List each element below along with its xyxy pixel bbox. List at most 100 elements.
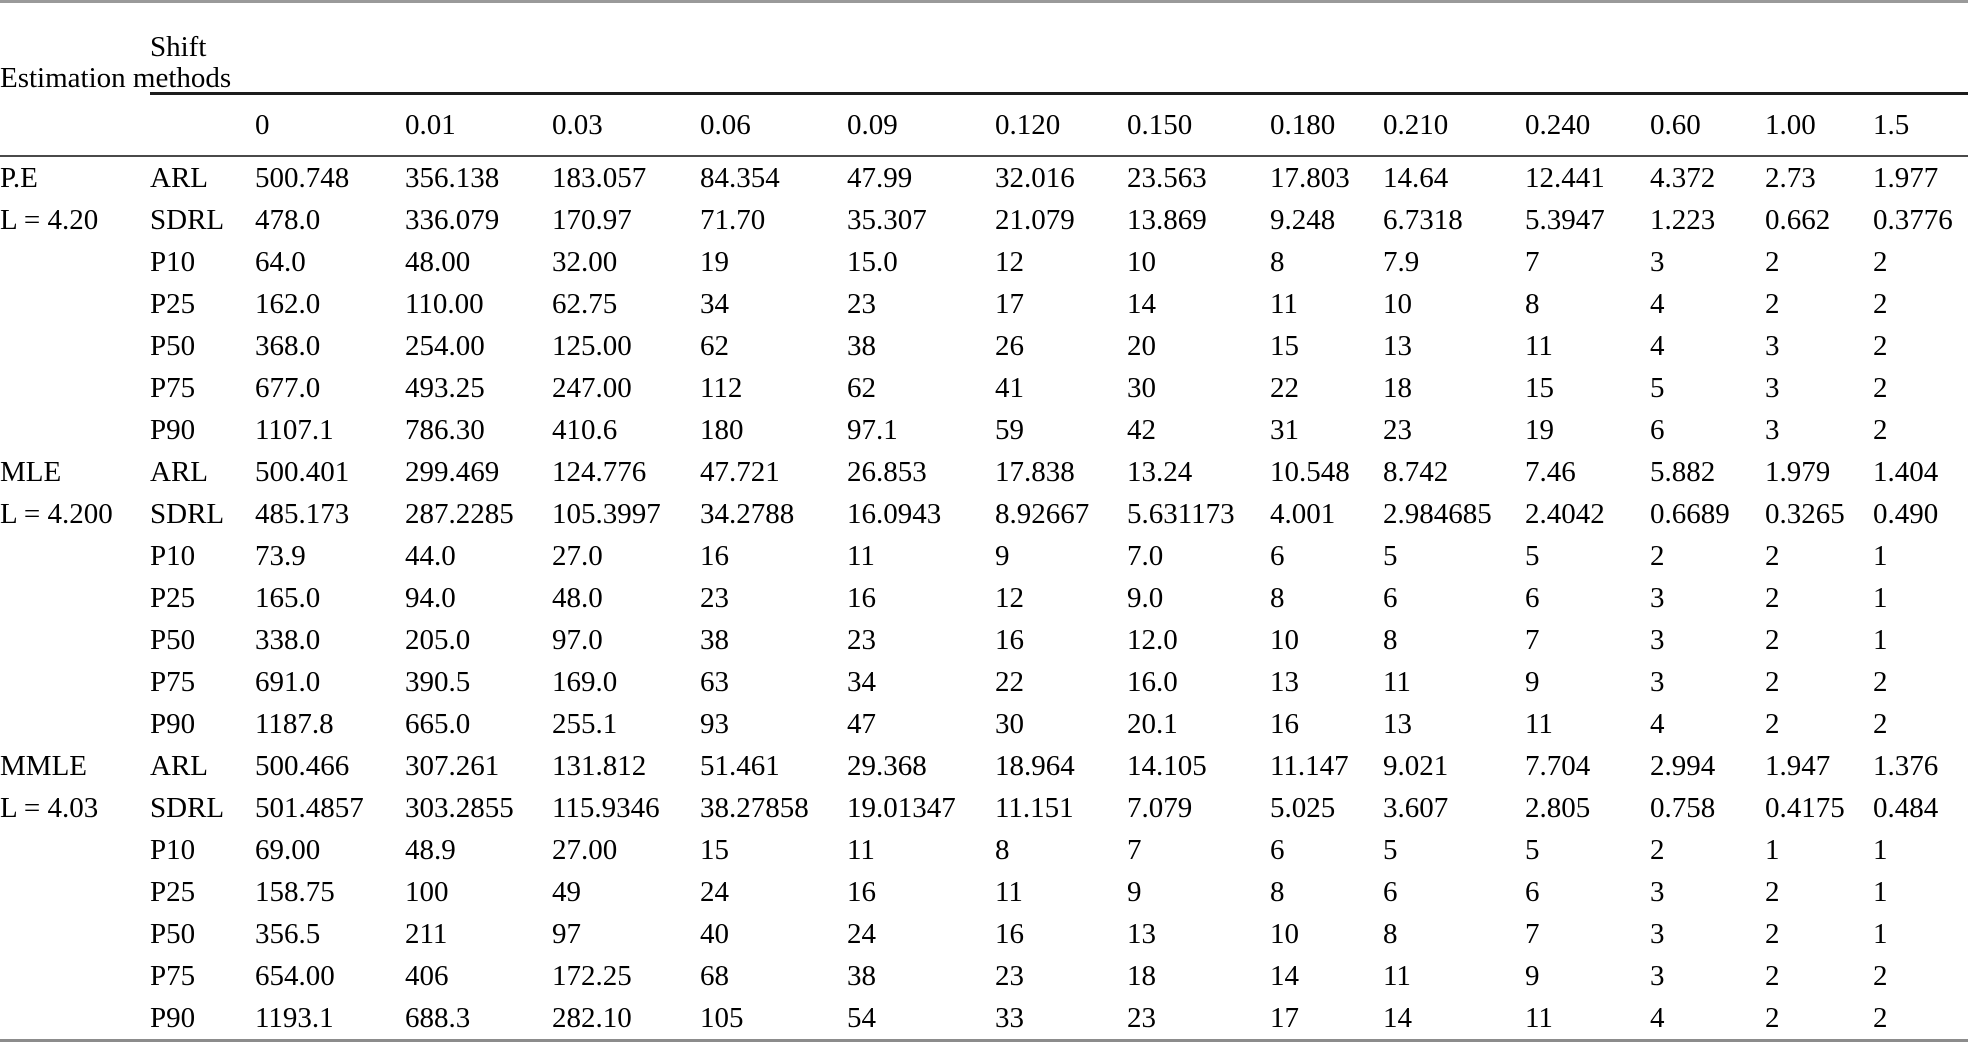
value-cell: 4.001 — [1270, 497, 1336, 530]
value-cell: 23 — [847, 623, 876, 656]
value-cell: 11 — [847, 539, 875, 572]
value-cell: 7.079 — [1127, 791, 1193, 824]
value-cell: 691.0 — [255, 665, 321, 698]
value-cell: 26 — [995, 329, 1024, 362]
value-cell: 2 — [1765, 1001, 1780, 1034]
value-cell: 23 — [847, 287, 876, 320]
value-cell: 40 — [700, 917, 729, 950]
value-cell: 307.261 — [405, 749, 500, 782]
table-row: P10 64.0 48.00 32.00 19 15.0 12 10 8 7.9 7 3 2 2 — [0, 241, 1968, 283]
value-cell: 5 — [1383, 833, 1398, 866]
corner-header: Estimation methods — [0, 1, 231, 157]
value-cell: 2 — [1873, 287, 1888, 320]
value-cell: 1.223 — [1650, 203, 1716, 236]
value-cell: 2 — [1873, 245, 1888, 278]
value-cell: 282.10 — [552, 1001, 632, 1034]
stat-label: ARL — [150, 161, 208, 194]
value-cell: 38 — [847, 329, 876, 362]
control-limit-label: L = 4.20 — [0, 203, 99, 236]
value-cell: 33 — [995, 1001, 1024, 1034]
value-cell: 2.73 — [1765, 161, 1816, 194]
value-cell: 5 — [1525, 539, 1540, 572]
value-cell: 11 — [1383, 665, 1411, 698]
value-cell: 13 — [1127, 917, 1156, 950]
table-row: P90 1107.1 786.30 410.6 180 97.1 59 42 31 23 19 6 3 2 — [0, 409, 1968, 451]
value-cell: 62 — [847, 371, 876, 404]
group-spacer-cell — [0, 703, 150, 745]
table-row: P25 162.0 110.00 62.75 34 23 17 14 11 10 8 4 2 2 — [0, 283, 1968, 325]
value-cell: 48.00 — [405, 245, 471, 278]
value-cell: 2 — [1765, 623, 1780, 656]
value-cell: 485.173 — [255, 497, 350, 530]
value-cell: 7 — [1127, 833, 1142, 866]
value-cell: 2 — [1765, 959, 1780, 992]
method-label: MMLE — [0, 749, 87, 782]
value-cell: 1.376 — [1873, 749, 1939, 782]
stat-label: SDRL — [150, 497, 225, 530]
group-spacer-cell — [0, 913, 150, 955]
shift-column-header: 0.120 — [995, 93, 1127, 157]
value-cell: 100 — [405, 875, 449, 908]
value-cell: 3 — [1650, 581, 1665, 614]
value-cell: 26.853 — [847, 455, 927, 488]
value-cell: 24 — [700, 875, 729, 908]
value-cell: 14.64 — [1383, 161, 1449, 194]
value-cell: 51.461 — [700, 749, 780, 782]
value-cell: 41 — [995, 371, 1024, 404]
value-cell: 9 — [995, 539, 1010, 572]
value-cell: 5 — [1383, 539, 1398, 572]
value-cell: 23.563 — [1127, 161, 1207, 194]
value-cell: 94.0 — [405, 581, 456, 614]
value-cell: 1.404 — [1873, 455, 1939, 488]
value-cell: 47.99 — [847, 161, 913, 194]
value-cell: 22 — [995, 665, 1024, 698]
value-cell: 20.1 — [1127, 707, 1178, 740]
value-cell: 16 — [847, 875, 876, 908]
value-cell: 19 — [1525, 413, 1554, 446]
value-cell: 2 — [1873, 1001, 1888, 1034]
value-cell: 11.147 — [1270, 749, 1349, 782]
value-cell: 9 — [1525, 959, 1540, 992]
value-cell: 410.6 — [552, 413, 618, 446]
value-cell: 18 — [1383, 371, 1412, 404]
value-cell: 786.30 — [405, 413, 485, 446]
value-cell: 255.1 — [552, 707, 618, 740]
value-cell: 69.00 — [255, 833, 321, 866]
value-cell: 1 — [1873, 539, 1888, 572]
stat-label: P75 — [150, 665, 196, 698]
value-cell: 0.4175 — [1765, 791, 1845, 824]
value-cell: 97 — [552, 917, 581, 950]
stat-label: SDRL — [150, 791, 225, 824]
stat-label: SDRL — [150, 203, 225, 236]
value-cell: 131.812 — [552, 749, 647, 782]
table-row: P50 338.0 205.0 97.0 38 23 16 12.0 10 8 7 3 2 1 — [0, 619, 1968, 661]
value-cell: 501.4857 — [255, 791, 364, 824]
value-cell: 7.0 — [1127, 539, 1164, 572]
value-cell: 8.92667 — [995, 497, 1090, 530]
group-spacer-cell — [0, 829, 150, 871]
value-cell: 38 — [847, 959, 876, 992]
group-spacer-cell — [0, 241, 150, 283]
table-row: MLE ARL 500.401 299.469 124.776 47.721 26.853 1… — [0, 451, 1968, 493]
stat-label: P25 — [150, 287, 196, 320]
value-cell: 35.307 — [847, 203, 927, 236]
value-cell: 59 — [995, 413, 1024, 446]
value-cell: 32.00 — [552, 245, 618, 278]
value-cell: 20 — [1127, 329, 1156, 362]
value-cell: 115.9346 — [552, 791, 660, 824]
value-cell: 247.00 — [552, 371, 632, 404]
value-cell: 13.24 — [1127, 455, 1193, 488]
value-cell: 2 — [1765, 539, 1780, 572]
value-cell: 254.00 — [405, 329, 485, 362]
stat-label: P90 — [150, 707, 196, 740]
value-cell: 390.5 — [405, 665, 471, 698]
value-cell: 7.9 — [1383, 245, 1420, 278]
value-cell: 3 — [1650, 623, 1665, 656]
group-spacer-cell — [0, 577, 150, 619]
value-cell: 110.00 — [405, 287, 484, 320]
value-cell: 11 — [847, 833, 875, 866]
value-cell: 1 — [1873, 917, 1888, 950]
value-cell: 17 — [1270, 1001, 1299, 1034]
value-cell: 17.803 — [1270, 161, 1350, 194]
value-cell: 6 — [1270, 833, 1285, 866]
